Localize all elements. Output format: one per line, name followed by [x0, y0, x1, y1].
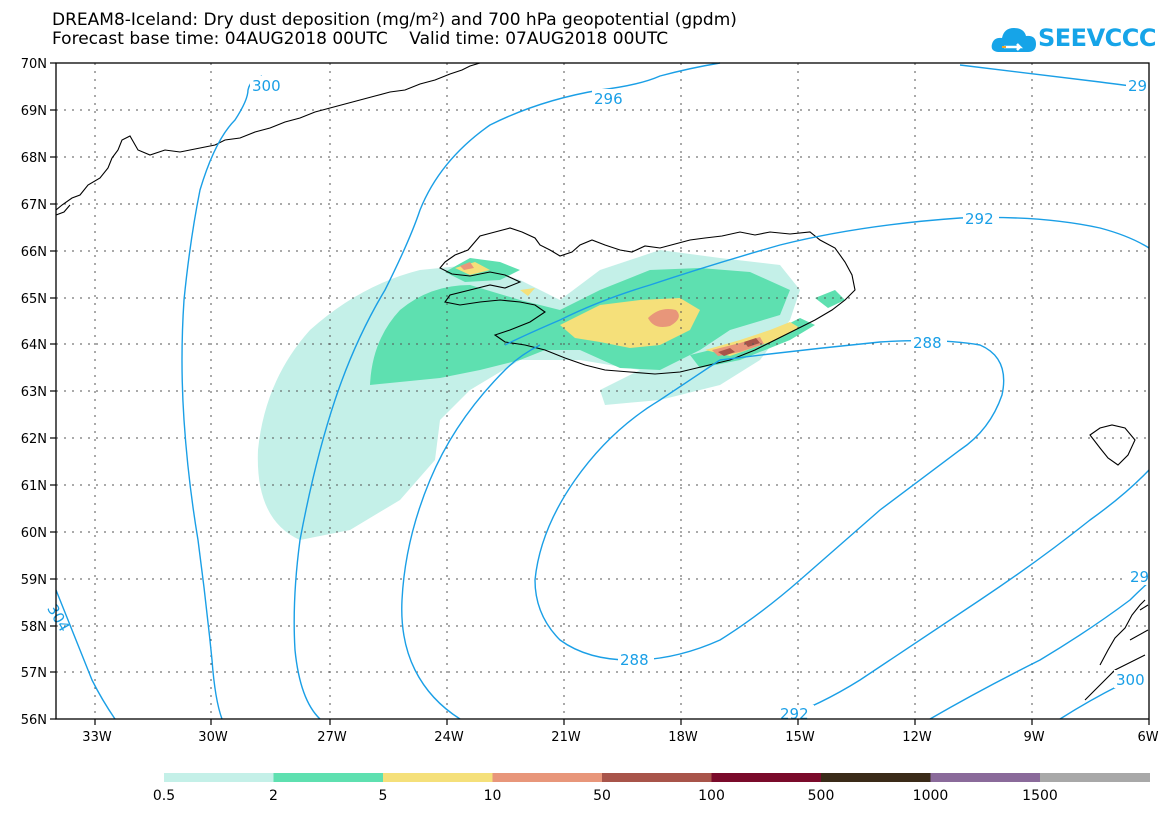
dust-shading [257, 250, 845, 540]
contour-label-296: 296 [594, 90, 623, 108]
contour-304 [55, 589, 116, 720]
lat-label: 59N [21, 573, 47, 588]
color-legend: 0.5 2 5 10 50 100 500 1000 1500 [153, 773, 1150, 804]
contour-29-se [929, 581, 1150, 720]
legend-label: 2 [269, 788, 278, 804]
legend-label: 500 [808, 788, 835, 804]
longitude-axis [94, 719, 1150, 725]
lat-label: 66N [21, 245, 47, 260]
lat-label: 61N [21, 479, 47, 494]
greenland-coast [55, 62, 481, 211]
latitude-axis [50, 62, 56, 720]
lat-label: 57N [21, 666, 47, 681]
logo-text: SEEVCCC [1038, 24, 1157, 52]
legend-label: 1000 [913, 788, 949, 804]
iceland-coast [439, 227, 856, 375]
lat-label: 62N [21, 432, 47, 447]
lat-label: 63N [21, 385, 47, 400]
lon-label: 18W [668, 730, 698, 745]
contour-292-south [401, 344, 541, 720]
lon-label: 30W [198, 730, 228, 745]
faroe-shetland [1089, 424, 1136, 466]
cloud-icon [991, 28, 1036, 52]
legend-label: 0.5 [153, 788, 175, 804]
contour-label-300-se: 300 [1116, 671, 1145, 689]
lon-label: 33W [82, 730, 112, 745]
legend-swatch [602, 773, 712, 782]
lat-label: 70N [21, 57, 47, 72]
contour-label-29-northeast: 29 [1128, 77, 1147, 95]
lon-label: 21W [551, 730, 581, 745]
legend-label: 100 [698, 788, 725, 804]
contour-labels: 300 296 292 288 288 292 29 29 304 300 [43, 76, 1149, 723]
legend-swatch [1040, 773, 1150, 782]
contour-label-292: 292 [965, 210, 994, 228]
legend-label: 50 [593, 788, 611, 804]
contour-label-288-south: 288 [620, 651, 649, 669]
legend-swatch [492, 773, 603, 782]
lat-label: 68N [21, 151, 47, 166]
legend-swatch [164, 773, 274, 782]
legend-label: 1500 [1022, 788, 1058, 804]
lon-label: 9W [1023, 730, 1044, 745]
legend-swatch [930, 773, 1041, 782]
dust-area-10 [648, 309, 679, 327]
lon-label: 27W [317, 730, 347, 745]
lat-label: 65N [21, 292, 47, 307]
legend-label: 5 [379, 788, 388, 804]
seevccc-logo: SEEVCCC [990, 22, 1157, 58]
lon-label: 12W [902, 730, 932, 745]
contour-label-292-south: 292 [780, 705, 809, 723]
contour-label-29-east: 29 [1130, 568, 1149, 586]
lat-label: 56N [21, 713, 47, 728]
lat-label: 67N [21, 198, 47, 213]
contour-label-300: 300 [252, 77, 281, 95]
map-title: DREAM8-Iceland: Dry dust deposition (mg/… [52, 10, 737, 30]
contour-292-se [779, 469, 1150, 720]
graticule [56, 63, 1149, 719]
lon-label: 6W [1137, 730, 1158, 745]
contour-300 [181, 75, 263, 720]
contour-label-288-north: 288 [913, 334, 942, 352]
legend-swatch [273, 773, 384, 782]
lat-label: 64N [21, 338, 47, 353]
lat-label: 69N [21, 104, 47, 119]
contour-288 [534, 339, 1005, 661]
legend-label: 10 [484, 788, 502, 804]
contour-292-north [504, 216, 1150, 346]
lon-label: 24W [434, 730, 464, 745]
lon-label: 15W [785, 730, 815, 745]
coastlines [55, 62, 1149, 701]
map-subtitle: Forecast base time: 04AUG2018 00UTC Vali… [52, 29, 669, 49]
legend-swatch [383, 773, 493, 782]
lat-label: 60N [21, 526, 47, 541]
legend-swatch [711, 773, 822, 782]
legend-swatch [821, 773, 931, 782]
lat-label: 58N [21, 620, 47, 635]
